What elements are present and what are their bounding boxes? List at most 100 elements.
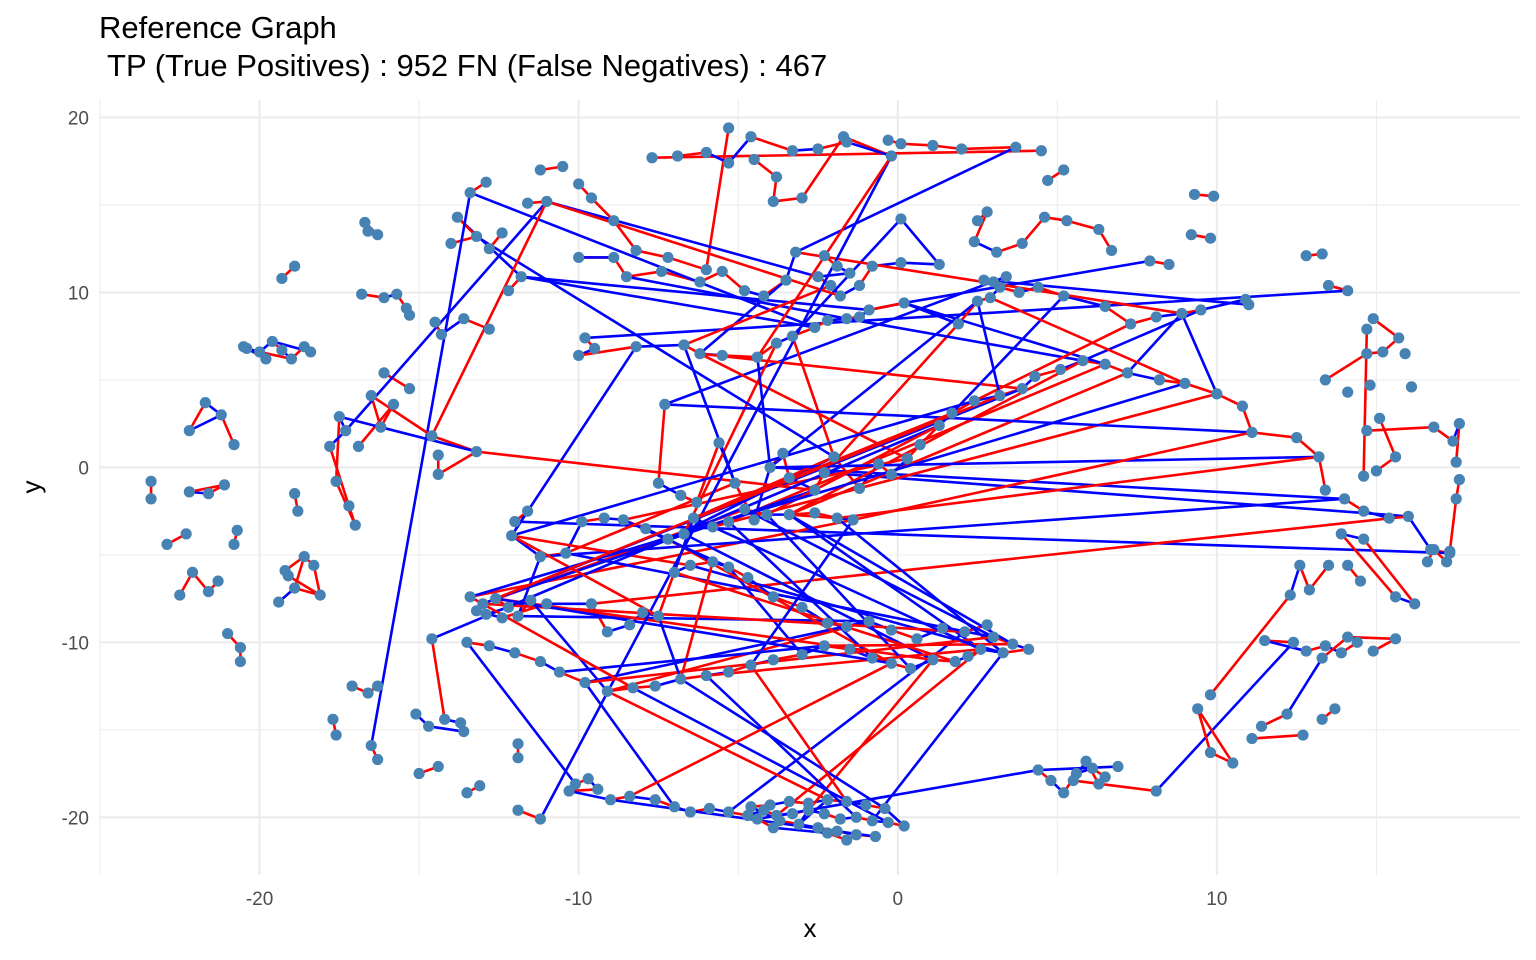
graph-node [821, 617, 834, 629]
graph-node [215, 409, 227, 421]
graph-node [764, 461, 776, 473]
graph-node [461, 636, 473, 648]
graph-node [659, 398, 671, 411]
graph-node [289, 488, 301, 500]
graph-node [790, 246, 802, 258]
fn-edge [787, 359, 1085, 516]
graph-node [563, 785, 575, 797]
tp-edge [583, 620, 871, 684]
graph-node [671, 150, 684, 162]
graph-node [834, 813, 846, 825]
graph-node [898, 297, 910, 309]
graph-node [841, 834, 853, 846]
fn-edge [1362, 537, 1416, 606]
graph-node [767, 591, 779, 603]
graph-node [691, 496, 703, 508]
graph-node [1150, 785, 1162, 797]
graph-node [723, 666, 735, 678]
graph-node [812, 271, 824, 283]
graph-node [895, 138, 907, 150]
graph-node [723, 561, 735, 573]
graph-node [378, 367, 390, 379]
graph-node [703, 802, 716, 815]
graph-node [1428, 544, 1440, 556]
graph-node [738, 285, 751, 297]
graph-node [483, 323, 495, 335]
graph-node [1322, 279, 1335, 292]
graph-node [684, 559, 696, 571]
graph-node [1361, 323, 1373, 335]
graph-node [866, 815, 878, 827]
graph-node [949, 655, 961, 668]
graph-node [276, 272, 288, 285]
graph-node [1335, 647, 1347, 659]
graph-node [646, 152, 658, 164]
graph-node [853, 279, 866, 292]
graph-node [276, 344, 288, 356]
graph-node [1058, 164, 1070, 176]
fn-edge [807, 658, 935, 812]
graph-node [758, 290, 770, 302]
fn-edge [468, 595, 635, 690]
graph-node [1389, 633, 1402, 645]
graph-node [1121, 367, 1134, 379]
graph-node [573, 349, 585, 362]
graph-node [1125, 318, 1137, 330]
graph-node [608, 251, 620, 264]
graph-node [292, 505, 304, 517]
graph-node [592, 783, 604, 795]
graph-node [700, 264, 712, 276]
graph-node [796, 192, 808, 204]
tp-edge [663, 403, 1254, 434]
tp-edge [1180, 312, 1219, 396]
graph-node [968, 395, 980, 407]
fn-edge [960, 145, 1018, 151]
graph-node [640, 523, 652, 535]
graph-node [1354, 575, 1367, 587]
graph-node [1246, 732, 1258, 745]
graph-node [879, 802, 891, 815]
graph-node [885, 624, 897, 636]
graph-node [1441, 556, 1453, 568]
graph-node [234, 641, 247, 654]
graph-node [362, 687, 374, 699]
graph-node [933, 258, 945, 271]
graph-node [1016, 237, 1028, 250]
graph-node [656, 265, 668, 278]
graph-node [764, 799, 776, 811]
graph-node [971, 215, 984, 227]
graph-node [1058, 787, 1070, 799]
graph-node [464, 187, 476, 199]
graph-node [694, 348, 706, 360]
tp-edge [870, 651, 1005, 823]
graph-node [828, 451, 840, 463]
graph-node [1042, 174, 1054, 187]
graph-node [729, 477, 741, 489]
nodes-layer [145, 122, 1465, 846]
graph-node [975, 643, 987, 655]
graph-node [1291, 432, 1303, 444]
y-tick-label: 20 [68, 108, 89, 129]
tp-edge [899, 261, 941, 266]
graph-node [716, 349, 728, 362]
graph-node [1195, 304, 1207, 316]
fn-edge [823, 322, 960, 474]
graph-node [305, 346, 317, 358]
graph-node [649, 794, 661, 806]
graph-node [991, 246, 1003, 258]
graph-node [1188, 188, 1201, 201]
graph-node [330, 475, 342, 487]
graph-node [509, 647, 521, 659]
graph-node [652, 610, 665, 622]
fn-edge [1378, 417, 1397, 459]
graph-node [627, 682, 639, 694]
fn-edge [1448, 497, 1458, 553]
fn-edge [1196, 707, 1235, 765]
graph-node [745, 659, 757, 671]
tp-edge [976, 299, 1002, 397]
tp-edge [529, 599, 609, 693]
graph-node [675, 489, 687, 501]
graph-node [1367, 645, 1379, 657]
graph-node [946, 407, 958, 419]
graph-node [818, 250, 830, 262]
